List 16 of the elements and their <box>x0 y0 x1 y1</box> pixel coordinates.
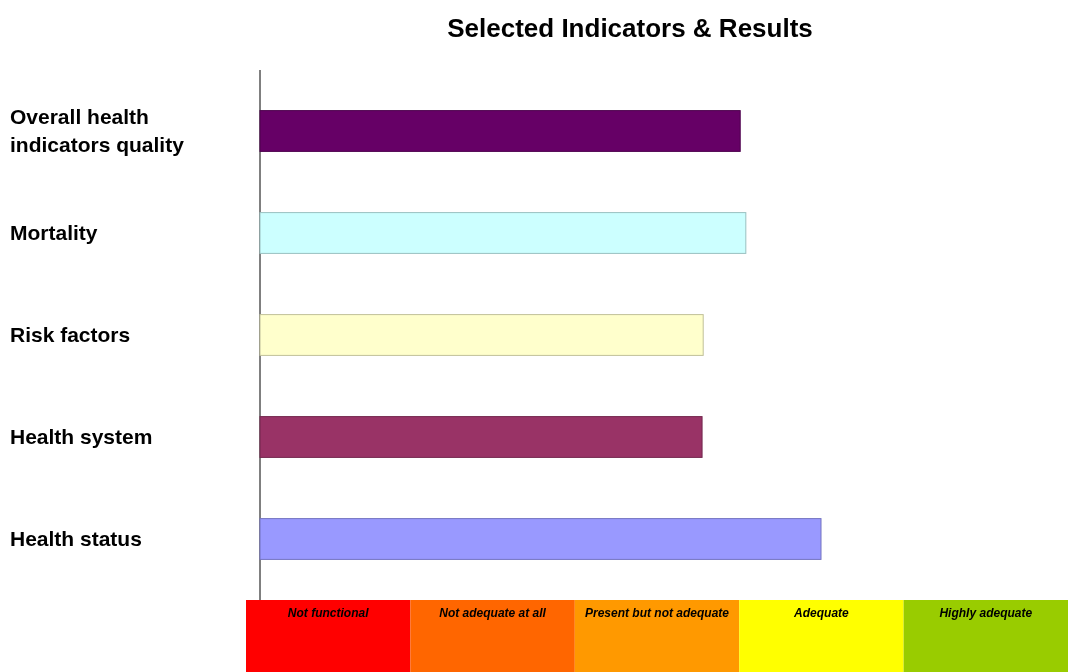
category-label: Present but not adequate <box>584 606 730 620</box>
y-tick-label: Risk factors <box>10 323 131 346</box>
y-tick-label: Health system <box>10 425 153 448</box>
category-label: Adequate <box>793 606 850 620</box>
y-tick-label: Mortality <box>10 221 98 244</box>
bar <box>259 314 704 356</box>
y-tick-label: Health status <box>10 527 142 550</box>
category-label: Not functional <box>287 606 370 620</box>
y-tick-label: Overall health indicators quality <box>10 105 185 156</box>
category-label: Not adequate at all <box>439 606 547 620</box>
category-label: Highly adequate <box>939 606 1033 620</box>
bar <box>259 212 747 254</box>
bar <box>259 110 741 152</box>
bar <box>259 416 703 458</box>
chart-title: Selected Indicators & Results <box>447 13 813 43</box>
bar <box>259 518 822 560</box>
